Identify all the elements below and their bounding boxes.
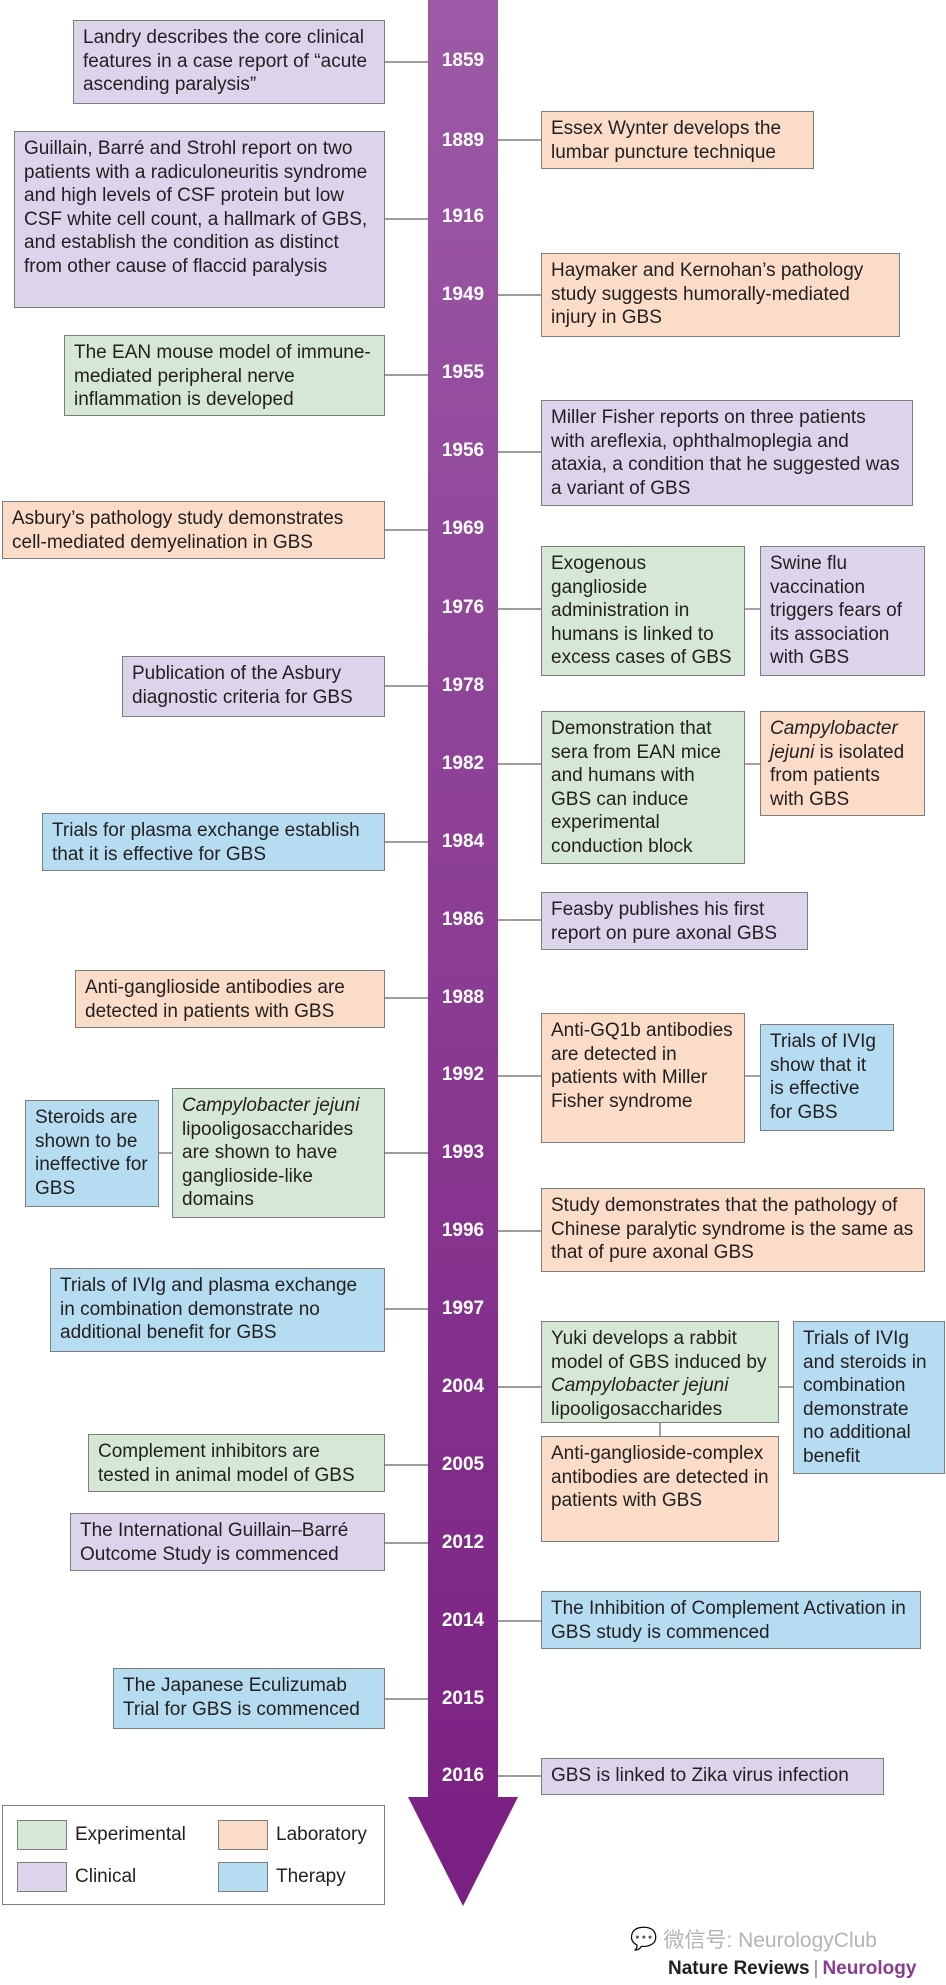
event-1976-swine-flu: Swine flu vaccination triggers fears of … — [760, 546, 925, 676]
legend-swatch-clinical — [17, 1862, 67, 1892]
event-2014-icares: The Inhibition of Complement Activation … — [541, 1591, 921, 1649]
year-1988: 1988 — [441, 987, 485, 1008]
journal-credit: Nature Reviews | Neurology — [668, 1958, 916, 1980]
year-1978: 1978 — [441, 675, 485, 696]
event-2016-zika: GBS is linked to Zika virus infection — [541, 1758, 884, 1795]
year-1859: 1859 — [441, 50, 485, 71]
year-1993: 1993 — [441, 1142, 485, 1163]
event-2005-complement: Complement inhibitors are tested in anim… — [88, 1434, 385, 1492]
year-1949: 1949 — [441, 284, 485, 305]
campylobacter-italic: Campylobacter jejuni — [770, 718, 898, 763]
journal-group: Nature Reviews — [668, 1958, 810, 1979]
legend-label-laboratory: Laboratory — [276, 1824, 367, 1845]
wechat-icon: 💬 — [630, 1926, 658, 1951]
campylobacter-italic: Campylobacter jejuni — [182, 1095, 360, 1116]
year-2014: 2014 — [441, 1610, 485, 1631]
legend-therapy: Therapy — [218, 1862, 346, 1892]
year-1976: 1976 — [441, 597, 485, 618]
watermark-text: 微信号: NeurologyClub — [663, 1929, 877, 1952]
legend-laboratory: Laboratory — [218, 1820, 367, 1850]
event-2012-igos: The International Guillain–Barré Outcome… — [70, 1513, 385, 1571]
year-2004: 2004 — [441, 1376, 485, 1397]
legend-clinical: Clinical — [17, 1862, 136, 1892]
campylobacter-italic: Campylobacter jejuni — [551, 1375, 729, 1396]
event-1997-ivig-plasma: Trials of IVIg and plasma exchange in co… — [50, 1268, 385, 1352]
event-1988-anti-ganglioside: Anti-ganglioside antibodies are detected… — [75, 970, 385, 1028]
year-2015: 2015 — [441, 1688, 485, 1709]
year-1889: 1889 — [441, 130, 485, 151]
year-2005: 2005 — [441, 1454, 485, 1475]
credit-separator: | — [813, 1958, 819, 1979]
event-1859-landry: Landry describes the core clinical featu… — [73, 20, 385, 104]
event-1984-plasma-exchange: Trials for plasma exchange establish tha… — [42, 813, 385, 871]
legend-experimental: Experimental — [17, 1820, 186, 1850]
year-1992: 1992 — [441, 1064, 485, 1085]
legend-swatch-laboratory — [218, 1820, 268, 1850]
yuki-text-pre: Yuki develops a rabbit model of GBS indu… — [551, 1328, 767, 1373]
year-1955: 1955 — [441, 362, 485, 383]
connector-lines — [159, 61, 793, 1777]
los-text: lipooligosaccharides are shown to have g… — [182, 1118, 354, 1211]
event-1976-ganglioside-admin: Exogenous ganglioside administration in … — [541, 546, 745, 676]
event-1992-ivig: Trials of IVIg show that it is effective… — [760, 1024, 894, 1131]
event-1982-conduction-block: Demonstration that sera from EAN mice an… — [541, 711, 745, 864]
event-1996-chinese: Study demonstrates that the pathology of… — [541, 1188, 925, 1272]
year-1916: 1916 — [441, 206, 485, 227]
yuki-text-post: lipooligosaccharides — [551, 1398, 723, 1420]
journal-name: Neurology — [822, 1958, 917, 1979]
event-1978-asbury-criteria: Publication of the Asbury diagnostic cri… — [122, 656, 385, 717]
legend: Experimental Laboratory Clinical Therapy — [2, 1805, 385, 1905]
year-2012: 2012 — [441, 1532, 485, 1553]
event-1956-fisher: Miller Fisher reports on three patients … — [541, 400, 913, 506]
year-1982: 1982 — [441, 753, 485, 774]
year-2016: 2016 — [441, 1765, 485, 1786]
year-1984: 1984 — [441, 831, 485, 852]
event-1969-asbury-pathology: Asbury’s pathology study demonstrates ce… — [2, 501, 385, 559]
legend-label-experimental: Experimental — [75, 1824, 186, 1845]
legend-label-clinical: Clinical — [75, 1866, 137, 1887]
event-1916-guillain: Guillain, Barré and Strohl report on two… — [14, 131, 385, 308]
legend-swatch-experimental — [17, 1820, 67, 1850]
year-1996: 1996 — [441, 1220, 485, 1241]
event-1992-gq1b: Anti-GQ1b antibodies are detected in pat… — [541, 1013, 745, 1143]
legend-swatch-therapy — [218, 1862, 268, 1892]
event-1993-los: Campylobacter jejuni lipooligosaccharide… — [172, 1088, 385, 1218]
legend-label-therapy: Therapy — [276, 1866, 346, 1887]
event-1955-ean: The EAN mouse model of immune-mediated p… — [64, 335, 385, 416]
event-2015-eculizumab: The Japanese Eculizumab Trial for GBS is… — [113, 1668, 385, 1729]
year-1997: 1997 — [441, 1298, 485, 1319]
event-1982-campylobacter-isolated: Campylobacter jejuni is isolated from pa… — [760, 711, 925, 816]
campylobacter-isolated-text: is isolated from patients with GBS — [770, 741, 905, 810]
event-1993-steroids: Steroids are shown to be ineffective for… — [25, 1100, 159, 1207]
event-2004-yuki: Yuki develops a rabbit model of GBS indu… — [541, 1321, 779, 1423]
event-2004-complex-antibodies: Anti-ganglioside-complex antibodies are … — [541, 1436, 779, 1542]
year-1986: 1986 — [441, 909, 485, 930]
year-1969: 1969 — [441, 518, 485, 539]
watermark: 💬 微信号: NeurologyClub — [630, 1924, 877, 1954]
year-1956: 1956 — [441, 440, 485, 461]
event-1949-haymaker: Haymaker and Kernohan’s pathology study … — [541, 253, 900, 337]
event-2004-ivig-steroids: Trials of IVIg and steroids in combinati… — [793, 1321, 945, 1474]
timeline-arrow — [408, 0, 518, 1906]
event-1986-feasby: Feasby publishes his first report on pur… — [541, 892, 808, 950]
event-1889-wynter: Essex Wynter develops the lumbar punctur… — [541, 111, 814, 169]
